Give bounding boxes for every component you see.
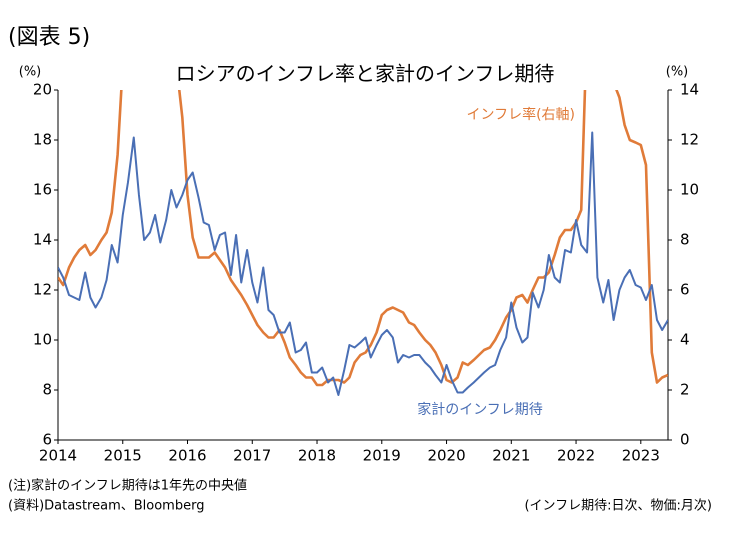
x-tick-label: 2021: [492, 447, 530, 465]
y2-tick-label: 12: [680, 131, 699, 149]
y-tick-label: 18: [33, 131, 52, 149]
series-label: 家計のインフレ期待: [417, 401, 543, 418]
x-tick-label: 2015: [104, 447, 142, 465]
x-tick-label: 2018: [298, 447, 336, 465]
y-tick-label: 12: [33, 281, 52, 299]
y-axis-label: (%): [19, 65, 42, 80]
y2-tick-label: 10: [680, 181, 699, 199]
x-tick-label: 2019: [363, 447, 401, 465]
y2-tick-label: 4: [680, 331, 690, 349]
chart-title: ロシアのインフレ率と家計のインフレ期待: [176, 62, 555, 86]
note: (資料)Datastream、Bloomberg: [8, 499, 204, 514]
y-tick-label: 20: [33, 81, 52, 99]
y2-tick-label: 14: [680, 81, 699, 99]
y2-tick-label: 6: [680, 281, 690, 299]
series-label: インフレ率(右軸): [466, 106, 575, 123]
note: (注)家計のインフレ期待は1年先の中央値: [8, 478, 247, 494]
x-tick-label: 2023: [622, 447, 660, 465]
y-tick-label: 14: [33, 231, 52, 249]
y-tick-label: 10: [33, 331, 52, 349]
y-tick-label: 16: [33, 181, 52, 199]
x-tick-label: 2016: [168, 447, 206, 465]
plot-area: [58, 90, 668, 396]
y2-axis-label: (%): [666, 65, 689, 80]
y2-tick-label: 2: [680, 381, 690, 399]
series-line: [58, 90, 668, 387]
figure-label: (図表 5): [8, 25, 90, 50]
x-tick-label: 2017: [233, 447, 271, 465]
y-tick-label: 6: [42, 431, 52, 449]
series-line: [58, 131, 668, 396]
x-tick-label: 2014: [39, 447, 77, 465]
y-tick-label: 8: [42, 381, 52, 399]
x-tick-label: 2020: [427, 447, 465, 465]
x-tick-label: 2022: [557, 447, 595, 465]
y2-tick-label: 0: [680, 431, 690, 449]
source-note: (インフレ期待:日次、物価:月次): [524, 498, 712, 514]
y2-tick-label: 8: [680, 231, 690, 249]
